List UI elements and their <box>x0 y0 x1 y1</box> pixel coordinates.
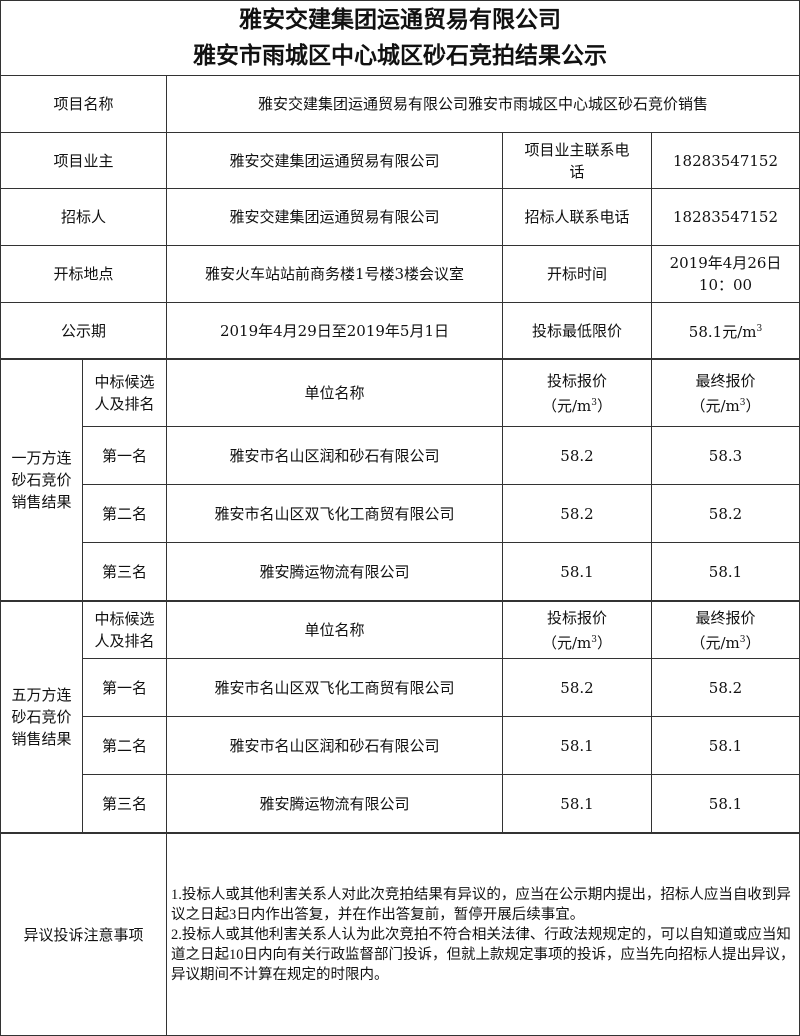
min-price-label: 投标最低限价 <box>502 302 652 359</box>
project-name-label: 项目名称 <box>0 75 167 133</box>
table-row: 第一名 雅安市名山区润和砂石有限公司 58.2 58.3 <box>1 426 800 485</box>
rank: 第一名 <box>82 426 167 485</box>
company: 雅安腾运物流有限公司 <box>166 774 503 833</box>
result-section: 一万方连砂石竞价销售结果 中标候选人及排名 单位名称 投标报价 （元/m3） 最终… <box>0 359 800 601</box>
owner-label: 项目业主 <box>0 132 167 189</box>
result-table: 雅安交建集团运通贸易有限公司 雅安市雨城区中心城区砂石竞拍结果公示 项目名称 雅安交… <box>0 0 800 359</box>
period: 2019年4月29日至2019年5月1日 <box>166 302 503 359</box>
final-price: 58.2 <box>651 484 800 543</box>
company: 雅安市名山区双飞化工商贸有限公司 <box>166 484 503 543</box>
section-label: 五万方连砂石竞价销售结果 <box>0 601 83 833</box>
project-name: 雅安交建集团运通贸易有限公司雅安市雨城区中心城区砂石竞价销售 <box>165 75 800 133</box>
final-price: 58.1 <box>651 774 800 833</box>
company: 雅安腾运物流有限公司 <box>166 542 503 601</box>
result-section: 五万方连砂石竞价销售结果 中标候选人及排名 单位名称 投标报价 （元/m3） 最终… <box>0 601 800 833</box>
company: 雅安市名山区双飞化工商贸有限公司 <box>166 658 503 717</box>
notes-content: 1.投标人或其他利害关系人对此次竞拍结果有异议的，应当在公示期内提出，招标人应当… <box>166 833 800 1036</box>
location-label: 开标地点 <box>0 245 167 303</box>
table-row: 第一名 雅安市名山区双飞化工商贸有限公司 58.2 58.2 <box>1 658 800 717</box>
rank-header: 中标候选人及排名 <box>82 601 167 659</box>
notes-label: 异议投诉注意事项 <box>0 833 167 1036</box>
owner-phone-label: 项目业主联系电话 <box>502 132 652 189</box>
note-1: 1.投标人或其他利害关系人对此次竞拍结果有异议的，应当在公示期内提出，招标人应当… <box>171 886 791 923</box>
tenderer: 雅安交建集团运通贸易有限公司 <box>166 188 503 246</box>
table-row: 第二名 雅安市名山区双飞化工商贸有限公司 58.2 58.2 <box>1 484 800 543</box>
location: 雅安火车站站前商务楼1号楼3楼会议室 <box>166 245 503 303</box>
final-price: 58.2 <box>651 658 800 717</box>
tenderer-phone: 18283547152 <box>650 188 800 246</box>
final-price: 58.1 <box>651 542 800 601</box>
final-header: 最终报价 （元/m3） <box>651 359 800 427</box>
bid-header: 投标报价 （元/m3） <box>502 359 652 427</box>
company-header: 单位名称 <box>166 601 503 659</box>
section-label: 一万方连砂石竞价销售结果 <box>0 359 83 601</box>
company-header: 单位名称 <box>166 359 503 427</box>
table-row: 第三名 雅安腾运物流有限公司 58.1 58.1 <box>1 542 800 601</box>
bid-price: 58.2 <box>502 484 652 543</box>
final-header: 最终报价 （元/m3） <box>651 601 800 659</box>
final-price: 58.1 <box>651 716 800 775</box>
owner-phone: 18283547152 <box>650 132 800 189</box>
bid-header: 投标报价 （元/m3） <box>502 601 652 659</box>
page-title: 雅安交建集团运通贸易有限公司 雅安市雨城区中心城区砂石竞拍结果公示 <box>0 0 800 76</box>
bid-price: 58.2 <box>502 658 652 717</box>
bid-price: 58.1 <box>502 542 652 601</box>
bid-price: 58.1 <box>502 716 652 775</box>
rank: 第二名 <box>82 484 167 543</box>
rank-header: 中标候选人及排名 <box>82 359 167 427</box>
tenderer-label: 招标人 <box>0 188 167 246</box>
note-2: 2.投标人或其他利害关系人认为此次竞拍不符合相关法律、行政法规规定的，可以自知道… <box>171 926 795 983</box>
open-time: 2019年4月26日 10：00 <box>650 245 800 303</box>
bid-price: 58.2 <box>502 426 652 485</box>
min-price: 58.1元/m3 <box>650 302 800 359</box>
rank: 第三名 <box>82 542 167 601</box>
bid-price: 58.1 <box>502 774 652 833</box>
period-label: 公示期 <box>0 302 167 359</box>
notes-table: 异议投诉注意事项 1.投标人或其他利害关系人对此次竞拍结果有异议的，应当在公示期内… <box>0 833 800 1036</box>
company: 雅安市名山区润和砂石有限公司 <box>166 426 503 485</box>
rank: 第一名 <box>82 658 167 717</box>
final-price: 58.3 <box>651 426 800 485</box>
company: 雅安市名山区润和砂石有限公司 <box>166 716 503 775</box>
table-row: 第二名 雅安市名山区润和砂石有限公司 58.1 58.1 <box>1 716 800 775</box>
tenderer-phone-label: 招标人联系电话 <box>502 188 652 246</box>
owner: 雅安交建集团运通贸易有限公司 <box>166 132 503 189</box>
rank: 第三名 <box>82 774 167 833</box>
table-row: 第三名 雅安腾运物流有限公司 58.1 58.1 <box>1 774 800 833</box>
open-time-label: 开标时间 <box>502 245 652 303</box>
rank: 第二名 <box>82 716 167 775</box>
